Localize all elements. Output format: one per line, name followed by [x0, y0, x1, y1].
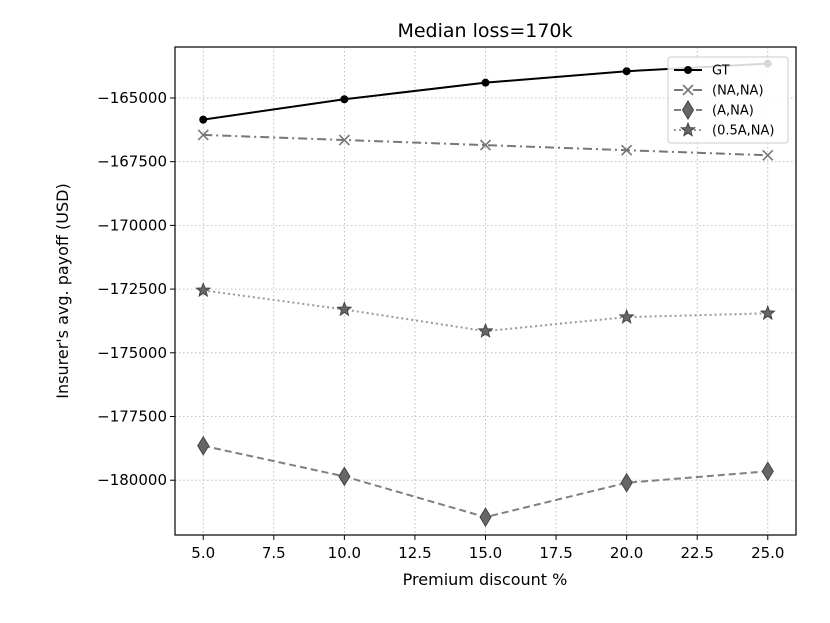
data-point — [481, 78, 490, 87]
legend: GT (NA,NA) (A,NA) (0.5A,NA) — [667, 56, 789, 144]
x-tick-label: 12.5 — [398, 544, 431, 562]
legend-marker — [680, 121, 696, 137]
x-tick-label: 20.0 — [610, 544, 643, 562]
legend-marker — [684, 66, 692, 74]
legend-marker — [681, 100, 695, 120]
data-point — [620, 472, 633, 493]
data-point — [479, 507, 492, 528]
x-axis-title: Premium discount % — [403, 570, 568, 589]
data-point — [338, 134, 350, 146]
data-point — [622, 67, 631, 76]
x-tick-label: 25.0 — [751, 544, 784, 562]
y-tick-label: −167500 — [97, 153, 167, 171]
data-point — [199, 115, 208, 124]
y-tick-label: −175000 — [97, 344, 167, 362]
y-axis-title: Insurer's avg. payoff (USD) — [53, 183, 72, 398]
y-tick-label: −180000 — [97, 471, 167, 489]
y-tick-label: −172500 — [97, 280, 167, 298]
x-tick-label: 15.0 — [469, 544, 502, 562]
data-point — [621, 144, 633, 156]
x-tick-label: 22.5 — [681, 544, 714, 562]
series-(A,NA) — [197, 435, 774, 528]
x-axis: 5.0 7.5 10.0 12.5 15.0 17.5 20.0 22.5 25.0 — [191, 535, 784, 562]
data-point — [618, 308, 635, 324]
legend-label: (0.5A,NA) — [712, 124, 774, 139]
series-line — [203, 133, 768, 157]
series-(NA,NA) — [197, 129, 774, 161]
legend-item: (NA,NA) — [674, 84, 764, 99]
x-tick-label: 10.0 — [328, 544, 361, 562]
data-point — [338, 466, 351, 487]
x-tick-label: 17.5 — [539, 544, 572, 562]
legend-item: GT — [674, 64, 730, 79]
data-point — [195, 281, 212, 298]
legend-box — [667, 56, 789, 144]
data-point — [340, 95, 349, 104]
y-tick-label: −165000 — [97, 89, 167, 107]
legend-label: (A,NA) — [712, 104, 754, 119]
data-point — [336, 301, 353, 317]
legend-item: (A,NA) — [674, 100, 754, 120]
x-tick-label: 7.5 — [262, 544, 286, 562]
data-point — [761, 461, 774, 482]
data-point — [197, 435, 210, 456]
legend-label: (NA,NA) — [712, 84, 764, 99]
y-axis: −165000 −167500 −170000 −172500 −175000 −1775… — [97, 89, 175, 489]
data-point — [759, 304, 776, 321]
legend-label: GT — [712, 64, 730, 79]
series-(0.5A,NA) — [195, 281, 776, 338]
chart-title: Median loss=170k — [397, 20, 572, 42]
legend-item: (0.5A,NA) — [674, 121, 774, 139]
x-tick-label: 5.0 — [191, 544, 215, 562]
data-point — [197, 129, 209, 141]
y-tick-label: −177500 — [97, 408, 167, 426]
data-point — [477, 322, 494, 338]
y-tick-label: −170000 — [97, 216, 167, 234]
data-point — [762, 149, 774, 161]
series-layer — [195, 59, 776, 528]
legend-marker — [682, 84, 694, 96]
data-point — [479, 139, 492, 151]
